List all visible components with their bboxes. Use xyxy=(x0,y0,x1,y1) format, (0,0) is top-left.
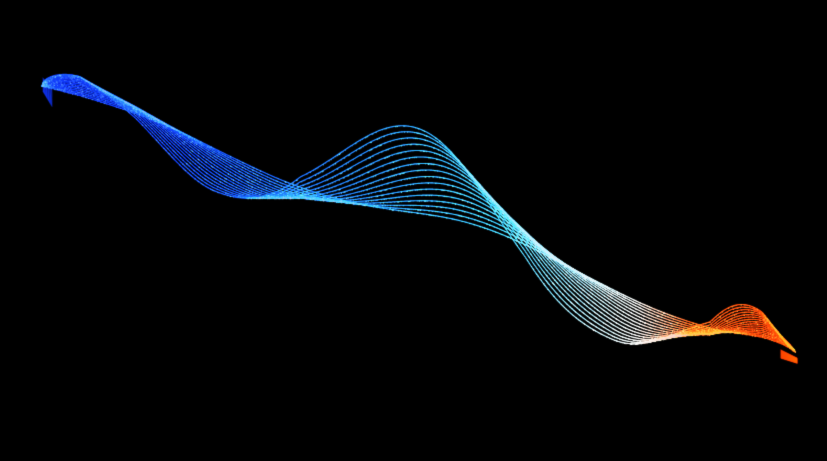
wave-curve xyxy=(41,84,796,353)
wave-curve xyxy=(41,79,796,353)
wave-curve-group xyxy=(41,73,796,353)
wave-curve xyxy=(41,85,796,353)
wave-curve xyxy=(41,80,796,353)
wave-curve xyxy=(41,82,796,353)
wave-curve xyxy=(41,75,796,353)
wave-curve xyxy=(41,85,796,353)
wave-curve xyxy=(41,78,796,353)
wave-curve xyxy=(41,84,796,353)
wave-curve xyxy=(41,83,796,353)
wave-curve xyxy=(41,77,796,353)
